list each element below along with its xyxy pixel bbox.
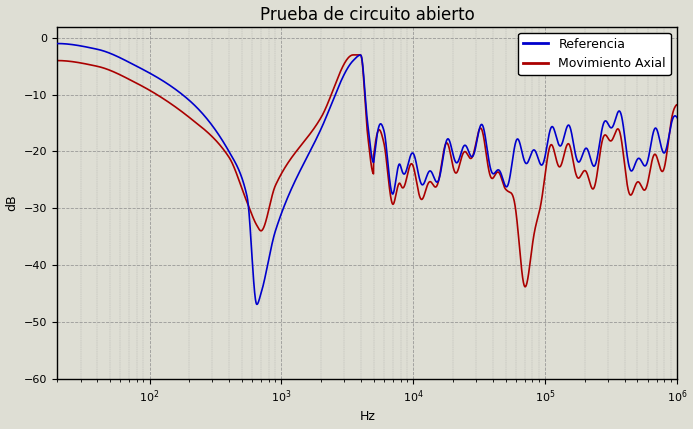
Referencia xyxy=(319,122,327,127)
Movimiento Axial xyxy=(654,160,663,165)
Referencia xyxy=(348,59,356,64)
Movimiento Axial xyxy=(521,284,529,289)
Legend: Referencia, Movimiento Axial: Referencia, Movimiento Axial xyxy=(518,33,671,75)
Movimiento Axial xyxy=(351,52,359,57)
Movimiento Axial xyxy=(348,53,356,58)
Movimiento Axial xyxy=(319,112,327,117)
Referencia xyxy=(253,302,261,307)
Line: Movimiento Axial: Movimiento Axial xyxy=(58,55,677,287)
Title: Prueba de circuito abierto: Prueba de circuito abierto xyxy=(260,6,475,24)
Movimiento Axial xyxy=(313,121,322,126)
Movimiento Axial xyxy=(53,58,62,63)
Referencia xyxy=(673,115,681,120)
Movimiento Axial xyxy=(673,103,681,108)
Movimiento Axial xyxy=(504,189,512,194)
Line: Referencia: Referencia xyxy=(58,43,677,305)
Referencia xyxy=(314,133,322,138)
Referencia xyxy=(623,154,631,160)
X-axis label: Hz: Hz xyxy=(359,411,375,423)
Y-axis label: dB: dB xyxy=(6,194,19,211)
Movimiento Axial xyxy=(624,184,632,189)
Referencia xyxy=(654,131,663,136)
Referencia xyxy=(53,41,62,46)
Referencia xyxy=(504,183,512,188)
